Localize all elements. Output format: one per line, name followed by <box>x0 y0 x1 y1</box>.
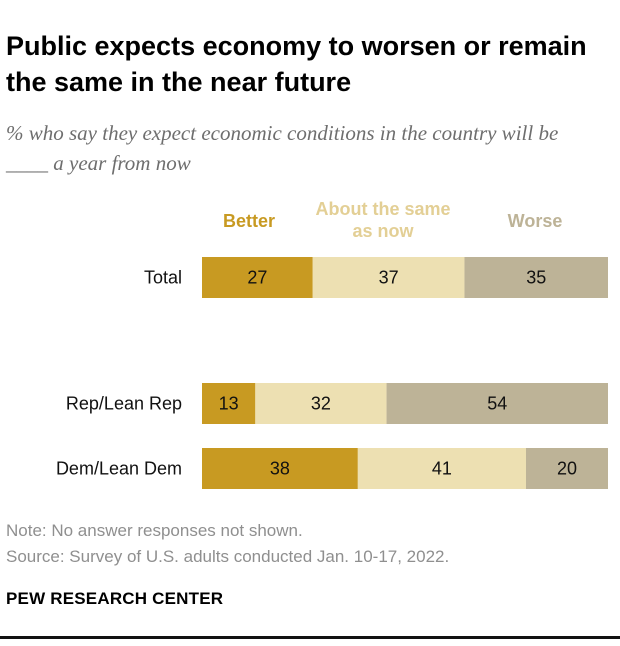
bar-dem-lean-dem-about-the-same-as-now <box>357 448 526 489</box>
bar-total-worse <box>464 257 608 298</box>
data-label-total-about-the-same-as-now: 37 <box>379 268 399 288</box>
data-label-dem-lean-dem-better: 38 <box>270 459 290 479</box>
note-text: Note: No answer responses not shown. <box>6 521 303 540</box>
source-text: Source: Survey of U.S. adults conducted … <box>6 547 450 566</box>
data-label-dem-lean-dem-worse: 20 <box>557 459 577 479</box>
stacked-bar-chart: Total 27 37 35 Rep/Lean Rep 13 32 54 Dem/Lean De… <box>56 257 608 489</box>
data-label-total-worse: 35 <box>526 268 546 288</box>
bar-rep-lean-rep-worse <box>386 383 608 424</box>
bar-dem-lean-dem-better <box>202 448 358 489</box>
bar-total-about-the-same-as-now <box>312 257 465 298</box>
bottom-rule <box>0 636 620 639</box>
category-label-rep-lean-rep: Rep/Lean Rep <box>66 394 182 414</box>
legend-about-the-same: About the same as now <box>315 199 451 241</box>
data-label-rep-lean-rep-about-the-same-as-now: 32 <box>311 394 331 414</box>
chart-title: Public expects economy to worsen or rema… <box>6 31 587 97</box>
legend-worse: Worse <box>507 211 563 231</box>
category-label-total: Total <box>144 268 182 288</box>
bar-rep-lean-rep-about-the-same-as-now <box>255 383 387 424</box>
category-label-dem-lean-dem: Dem/Lean Dem <box>56 459 182 479</box>
bar-rep-lean-rep-better <box>202 383 256 424</box>
data-label-rep-lean-rep-better: 13 <box>219 394 239 414</box>
brand-logo-text: PEW RESEARCH CENTER <box>6 589 224 608</box>
bar-dem-lean-dem-worse <box>525 448 608 489</box>
legend-better: Better <box>222 211 275 231</box>
data-label-dem-lean-dem-about-the-same-as-now: 41 <box>432 459 452 479</box>
data-label-rep-lean-rep-worse: 54 <box>487 394 507 414</box>
data-label-total-better: 27 <box>247 268 267 288</box>
bar-total-better <box>202 257 313 298</box>
footnotes: Note: No answer responses not shown. Sou… <box>6 518 449 570</box>
chart-subtitle: % who say they expect economic condition… <box>6 121 559 175</box>
